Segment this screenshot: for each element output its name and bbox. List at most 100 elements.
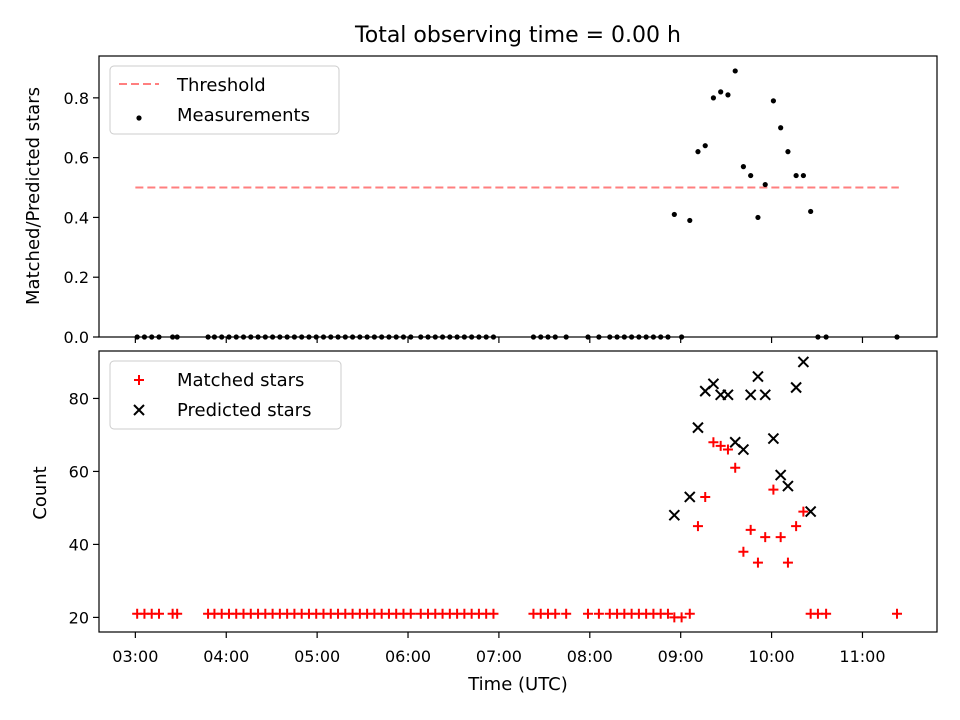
x-tick-label: 11:00 xyxy=(839,647,885,666)
x-tick-label: 10:00 xyxy=(749,647,795,666)
measurement-point xyxy=(740,164,747,170)
x-axis-label: Time (UTC) xyxy=(467,674,568,695)
top-panel-frame xyxy=(98,55,938,338)
x-tick-label: 09:00 xyxy=(658,647,704,666)
measurement-point xyxy=(687,217,693,224)
x-tick-label: 07:00 xyxy=(476,647,522,666)
matched-stars-point xyxy=(738,546,749,557)
predicted-stars-point xyxy=(804,505,817,518)
measurement-point xyxy=(808,208,814,215)
predicted-stars-point xyxy=(668,509,681,521)
bottom-y-tick-label: 40 xyxy=(69,535,89,554)
matched-stars-point xyxy=(550,608,561,619)
matched-stars-point xyxy=(730,462,741,473)
x-tick-label: 03:00 xyxy=(112,647,158,666)
matched-stars-point xyxy=(782,557,793,568)
x-tick-label: 08:00 xyxy=(567,647,613,666)
top-y-tick-label: 0.6 xyxy=(64,149,89,168)
matched-stars-point xyxy=(582,608,593,619)
top-y-tick-label: 0.4 xyxy=(64,208,89,227)
matched-stars-point xyxy=(791,521,802,532)
legend-predicted-swatch xyxy=(133,404,145,416)
bottom-series-1 xyxy=(132,437,903,623)
measurement-point xyxy=(800,172,806,179)
measurement-point xyxy=(778,125,784,131)
legend-label: Measurements xyxy=(177,105,310,126)
measurement-point xyxy=(793,172,799,179)
matched-stars-point xyxy=(488,608,499,619)
matched-stars-point xyxy=(768,484,779,495)
bottom-legend: Matched stars Predicted stars xyxy=(109,360,342,430)
x-tick-label: 04:00 xyxy=(203,647,249,666)
legend-box xyxy=(109,360,342,430)
measurement-point xyxy=(755,214,761,221)
top-legend: Threshold Measurements xyxy=(109,65,340,135)
predicted-stars-point xyxy=(767,432,780,445)
measurement-point xyxy=(671,211,677,218)
measurement-point xyxy=(732,68,738,74)
top-y-tick-label: 0.2 xyxy=(64,268,89,287)
bottom-y-axis-label: Count xyxy=(30,466,51,519)
matched-stars-point xyxy=(153,608,164,619)
measurement-point xyxy=(695,149,701,155)
matched-stars-point xyxy=(722,444,733,455)
matched-stars-point xyxy=(821,608,832,619)
predicted-stars-point xyxy=(737,443,750,456)
predicted-stars-point xyxy=(707,378,720,390)
matched-stars-point xyxy=(676,612,687,623)
matched-stars-point xyxy=(715,440,726,451)
matched-stars-point xyxy=(708,437,719,448)
bottom-y-tick-label: 60 xyxy=(69,462,89,481)
matched-stars-point xyxy=(752,557,763,568)
plot-layer: 0.0 0.2 0.4 0.6 0.8 Threshold Measurements 20 40… xyxy=(64,55,938,666)
predicted-stars-point xyxy=(692,421,704,434)
chart-title: Total observing time = 0.00 h xyxy=(354,23,681,48)
predicted-stars-point xyxy=(744,389,757,401)
matched-stars-point xyxy=(798,506,809,517)
measurement-point xyxy=(762,181,768,188)
top-y-tick-label: 0.8 xyxy=(64,89,89,108)
bottom-y-tick-label: 20 xyxy=(69,608,89,627)
measurement-point xyxy=(710,95,717,101)
matched-stars-point xyxy=(561,608,572,619)
matched-stars-point xyxy=(760,532,771,543)
predicted-stars-point xyxy=(790,381,802,394)
predicted-stars-point xyxy=(684,491,696,503)
legend-label: Matched stars xyxy=(177,370,304,391)
measurement-point xyxy=(785,149,791,155)
matched-stars-point xyxy=(892,608,903,619)
predicted-stars-point xyxy=(782,480,794,492)
matched-stars-point xyxy=(172,608,183,619)
top-y-tick-label: 0.0 xyxy=(64,328,89,347)
predicted-stars-point xyxy=(722,389,734,401)
bottom-y-tick-label: 80 xyxy=(69,389,89,408)
predicted-stars-point xyxy=(759,389,771,401)
matched-stars-point xyxy=(405,608,416,619)
measurement-point xyxy=(718,89,724,95)
x-tick-label: 05:00 xyxy=(294,647,340,666)
predicted-stars-point xyxy=(774,469,787,481)
measurement-point xyxy=(748,172,754,179)
bottom-panel-frame xyxy=(98,350,938,633)
matched-stars-point xyxy=(775,532,786,543)
matched-stars-point xyxy=(684,608,695,619)
matched-stars-point xyxy=(692,521,703,532)
x-tick-label: 06:00 xyxy=(385,647,431,666)
legend-box xyxy=(109,65,340,135)
measurement-point xyxy=(725,92,731,98)
measurement-point xyxy=(770,98,776,104)
matched-stars-point xyxy=(700,491,711,502)
predicted-stars-point xyxy=(752,370,764,383)
matched-stars-point xyxy=(745,524,756,535)
legend-measurements-swatch xyxy=(136,115,142,121)
legend-label: Predicted stars xyxy=(177,400,311,421)
legend-label: Threshold xyxy=(176,75,266,96)
matched-stars-point xyxy=(593,608,604,619)
legend-matched-swatch xyxy=(134,375,144,385)
matched-stars-point xyxy=(662,608,673,619)
bottom-series-2 xyxy=(668,356,817,521)
top-y-axis-label: Matched/Predicted stars xyxy=(23,87,44,305)
measurement-point xyxy=(702,143,708,149)
predicted-stars-point xyxy=(797,356,810,368)
